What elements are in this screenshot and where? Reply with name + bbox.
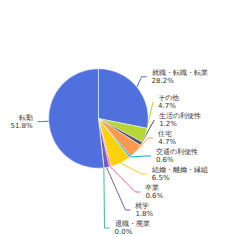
- svg-text:交通の利便性: 交通の利便性: [156, 148, 198, 156]
- svg-text:0.6%: 0.6%: [156, 156, 174, 164]
- svg-text:住宅: 住宅: [157, 130, 172, 138]
- svg-text:28.2%: 28.2%: [152, 77, 175, 85]
- svg-text:0.6%: 0.6%: [145, 192, 163, 200]
- svg-text:生活の利便性: 生活の利便性: [159, 112, 201, 120]
- svg-text:結婚・離婚・縁組: 結婚・離婚・縁組: [151, 166, 208, 174]
- svg-text:4.7%: 4.7%: [158, 138, 176, 146]
- svg-text:卒業: 卒業: [145, 184, 159, 192]
- svg-text:4.7%: 4.7%: [158, 102, 176, 110]
- svg-text:就学: 就学: [135, 202, 149, 210]
- svg-text:1.8%: 1.8%: [135, 210, 153, 218]
- svg-text:0.0%: 0.0%: [115, 228, 133, 236]
- svg-text:51.8%: 51.8%: [10, 122, 33, 130]
- svg-text:6.5%: 6.5%: [152, 174, 170, 182]
- svg-text:転勤: 転勤: [19, 114, 33, 122]
- svg-text:その他: その他: [158, 94, 179, 102]
- svg-text:1.2%: 1.2%: [159, 120, 177, 128]
- svg-text:就職・転職・転業: 就職・転職・転業: [152, 69, 208, 77]
- svg-text:退職・廃業: 退職・廃業: [115, 220, 150, 228]
